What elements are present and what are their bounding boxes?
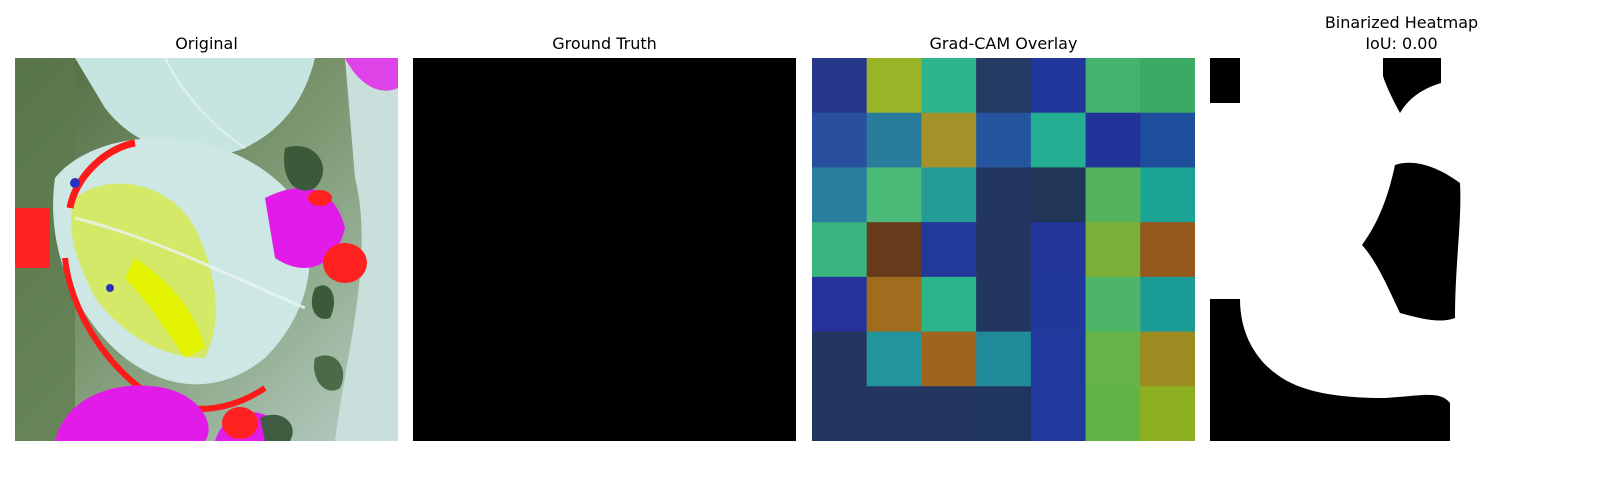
gradcam-cell: [866, 167, 922, 223]
original-title: Original: [175, 34, 238, 53]
gradcam-cell: [1030, 276, 1087, 333]
gradcam-cell: [976, 276, 1032, 333]
gradcam-cell: [921, 386, 977, 441]
gradcam-cell: [1140, 112, 1195, 168]
gradcam-cell: [1140, 58, 1195, 114]
gradcam-title: Grad-CAM Overlay: [929, 34, 1078, 53]
gradcam-cell: [1085, 112, 1141, 168]
gradcam-cell: [1140, 167, 1195, 223]
iou-label: IoU: 0.00: [1365, 34, 1438, 53]
gradcam-cell: [976, 112, 1032, 168]
gradcam-cell: [866, 386, 922, 441]
gradcam-cell: [812, 386, 868, 441]
original-image: [15, 58, 398, 441]
gradcam-cell: [1085, 167, 1141, 223]
gradcam-cell: [866, 112, 922, 168]
gradcam-cell: [866, 58, 922, 114]
gradcam-cell: [1140, 276, 1195, 333]
ground-truth-title: Ground Truth: [552, 34, 657, 53]
gradcam-cell: [1030, 222, 1087, 278]
gradcam-cell: [1085, 276, 1141, 333]
gradcam-cell: [1085, 331, 1141, 387]
gradcam-cell: [1085, 222, 1141, 278]
gradcam-cell: [1030, 167, 1087, 223]
gradcam-cell: [1030, 331, 1087, 387]
gradcam-cell: [976, 386, 1032, 441]
gradcam-cell: [921, 112, 977, 168]
ground-truth-mask: [413, 58, 796, 441]
gradcam-cell: [1030, 58, 1087, 114]
gradcam-cell: [812, 331, 868, 387]
gradcam-cell: [921, 222, 977, 278]
gradcam-cell: [921, 167, 977, 223]
gradcam-overlay: [812, 58, 1195, 441]
gradcam-cell: [976, 331, 1032, 387]
gradcam-cell: [1140, 331, 1195, 387]
gradcam-cell: [976, 58, 1032, 114]
gradcam-cell: [1030, 112, 1087, 168]
gradcam-cell: [976, 222, 1032, 278]
gradcam-cell: [1085, 386, 1141, 441]
gradcam-cell: [866, 222, 922, 278]
gradcam-cell: [812, 276, 868, 333]
gradcam-cell: [812, 58, 868, 114]
binarized-title-text: Binarized Heatmap: [1324, 13, 1479, 32]
gradcam-cell: [921, 331, 977, 387]
gradcam-cell: [1140, 222, 1195, 278]
gradcam-cell: [921, 58, 977, 114]
gradcam-cell: [921, 276, 977, 333]
binarized-title: Binarized Heatmap IoU: 0.00: [1210, 12, 1593, 54]
gradcam-cell: [812, 112, 868, 168]
gradcam-cell: [1030, 386, 1087, 441]
gradcam-cell: [866, 276, 922, 333]
gradcam-cell: [866, 331, 922, 387]
binarized-heatmap: [1210, 58, 1593, 441]
gradcam-cell: [1085, 58, 1141, 114]
gradcam-cell: [1140, 386, 1195, 441]
gradcam-cell: [812, 167, 868, 223]
gradcam-cell: [976, 167, 1032, 223]
gradcam-cell: [812, 222, 868, 278]
